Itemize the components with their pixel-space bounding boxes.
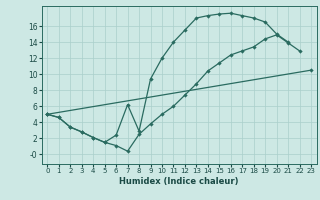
X-axis label: Humidex (Indice chaleur): Humidex (Indice chaleur) bbox=[119, 177, 239, 186]
